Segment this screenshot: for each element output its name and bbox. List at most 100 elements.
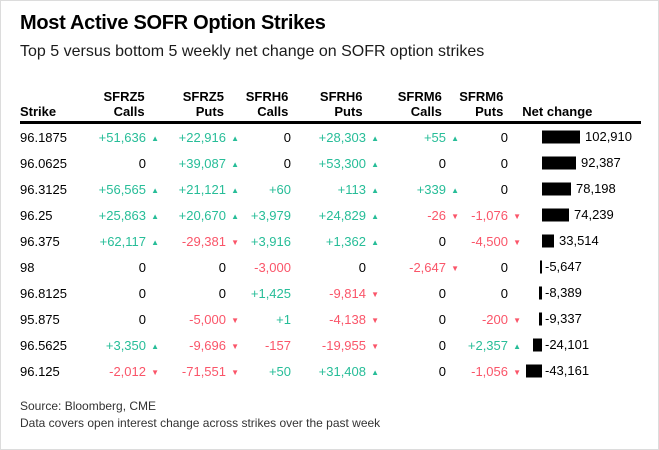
up-arrow-icon: ▲ [231, 159, 239, 169]
down-arrow-icon: ▼ [513, 211, 521, 221]
net-change-number: -19,955 [321, 337, 366, 353]
net-change-number: +31,408 [318, 363, 366, 379]
value-cell-sfrh6-calls: 0 [239, 156, 291, 171]
table-row: 96.3125 +56,565 ▲ +21,121 ▲ +60 +113 ▲ +339 ▲ 0 78,… [20, 176, 641, 202]
net-change-number: +22,916 [178, 129, 226, 145]
net-change-number: +2,357 [467, 337, 508, 353]
column-header-line2: Calls [410, 104, 442, 119]
net-change-number: -2,012 [109, 363, 146, 379]
net-change-number: 0 [438, 285, 446, 301]
up-arrow-icon: ▲ [371, 237, 379, 247]
net-change-number: 0 [438, 363, 446, 379]
down-arrow-icon: ▼ [151, 367, 159, 377]
net-change-number: +24,829 [318, 207, 366, 223]
net-change-cell: -8,389 [521, 280, 641, 306]
value-cell-sfrm6-calls: 0 [379, 286, 459, 301]
net-change-cell: 92,387 [521, 150, 641, 176]
net-change-number: 0 [500, 129, 508, 145]
value-cell-sfrz5-calls: +62,117 ▲ [80, 234, 159, 249]
column-header-line2: Puts [475, 104, 504, 119]
table-body: 96.1875 +51,636 ▲ +22,916 ▲ 0 +28,303 ▲ +55 ▲ 0 102… [20, 124, 641, 384]
net-change-bar [539, 312, 542, 326]
net-change-bar [542, 130, 580, 144]
table-row: 96.375 +62,117 ▲ -29,381 ▼ +3,916 +1,362 ▲ 0 -4,5… [20, 228, 641, 254]
column-header-line1: SFRH6 [319, 89, 363, 104]
value-cell-sfrh6-calls: +1 [239, 312, 291, 327]
value-cell-sfrh6-puts: 0 [291, 260, 379, 275]
net-change-number: +1 [276, 311, 291, 327]
value-cell-sfrh6-puts: +1,362 ▲ [291, 234, 379, 249]
column-header-sfrh6-calls: SFRH6 Calls [237, 89, 289, 119]
net-change-number: -71,551 [181, 363, 226, 379]
net-change-value: -5,647 [545, 259, 582, 274]
net-change-number: 0 [218, 259, 226, 275]
value-cell-sfrm6-puts: 0 [459, 156, 521, 171]
net-change-number: -3,000 [254, 259, 291, 275]
net-change-bar [542, 182, 571, 196]
net-change-number: +3,979 [250, 207, 291, 223]
net-change-number: -200 [481, 311, 508, 327]
value-cell-sfrz5-puts: +22,916 ▲ [159, 130, 239, 145]
net-change-value: -8,389 [545, 285, 582, 300]
value-cell-sfrz5-calls: 0 [80, 286, 159, 301]
strike-cell: 95.875 [20, 311, 60, 327]
value-cell-sfrz5-calls: 0 [80, 312, 159, 327]
value-cell-sfrm6-puts: -200 ▼ [459, 312, 521, 327]
column-header-sfrh6-puts: SFRH6 Puts [288, 89, 375, 119]
net-change-number: +113 [337, 181, 366, 197]
net-change-number: -1,056 [471, 363, 508, 379]
net-change-number: +53,300 [318, 155, 366, 171]
strike-cell: 96.375 [20, 233, 60, 249]
net-change-number: 0 [500, 285, 508, 301]
net-change-value: -24,101 [545, 337, 590, 352]
up-arrow-icon: ▲ [451, 185, 459, 195]
down-arrow-icon: ▼ [371, 289, 379, 299]
up-arrow-icon: ▲ [151, 237, 159, 247]
net-change-number: +21,121 [178, 181, 226, 197]
value-cell-sfrz5-puts: +39,087 ▲ [159, 156, 239, 171]
chart-title: Most Active SOFR Option Strikes [20, 12, 326, 34]
net-change-cell: 78,198 [521, 176, 641, 202]
net-change-number: 0 [438, 233, 446, 249]
net-change-number: -5,000 [189, 311, 226, 327]
net-change-number: +3,916 [250, 233, 291, 249]
strike-cell: 96.5625 [20, 337, 67, 353]
up-arrow-icon: ▲ [231, 185, 239, 195]
table-row: 96.25 +25,863 ▲ +20,670 ▲ +3,979 +24,829 ▲ -26 ▼ -… [20, 202, 641, 228]
net-change-number: +1,362 [325, 233, 366, 249]
strike-cell: 96.125 [20, 363, 60, 379]
value-cell-sfrh6-puts: +53,300 ▲ [291, 156, 379, 171]
column-header-sfrm6-calls: SFRM6 Calls [376, 89, 455, 119]
strike-cell: 98 [20, 259, 35, 275]
net-change-number: -1,076 [471, 207, 508, 223]
value-cell-sfrm6-puts: 0 [459, 130, 521, 145]
strike-cell: 96.25 [20, 207, 53, 223]
value-cell-sfrh6-puts: -9,814 ▼ [291, 286, 379, 301]
table-row: 96.8125 0 0 +1,425 -9,814 ▼ 0 0 -8,389 [20, 280, 641, 306]
net-change-value: 92,387 [581, 155, 621, 170]
value-cell-sfrh6-puts: +113 ▲ [291, 182, 379, 197]
net-change-number: 0 [138, 285, 146, 301]
net-change-value: 78,198 [576, 181, 616, 196]
value-cell-sfrz5-calls: +25,863 ▲ [80, 208, 159, 223]
column-header-line2: Calls [113, 104, 145, 119]
table-row: 95.875 0 -5,000 ▼ +1 -4,138 ▼ 0 -200 ▼ -9,337 [20, 306, 641, 332]
value-cell-sfrm6-puts: 0 [459, 286, 521, 301]
net-change-number: 0 [138, 155, 146, 171]
value-cell-sfrh6-calls: 0 [239, 130, 291, 145]
value-cell-sfrz5-puts: 0 [159, 260, 239, 275]
value-cell-sfrz5-calls: +3,350 ▲ [80, 338, 159, 353]
net-change-number: 0 [358, 259, 366, 275]
down-arrow-icon: ▼ [513, 367, 521, 377]
net-change-number: +50 [268, 363, 291, 379]
net-change-cell: 74,239 [521, 202, 641, 228]
value-cell-sfrh6-calls: -3,000 [239, 260, 291, 275]
value-cell-sfrz5-calls: 0 [80, 260, 159, 275]
net-change-cell: 102,910 [521, 124, 641, 150]
net-change-bar [542, 208, 569, 222]
value-cell-sfrm6-calls: 0 [379, 364, 459, 379]
value-cell-sfrz5-calls: +56,565 ▲ [80, 182, 159, 197]
net-change-number: 0 [500, 259, 508, 275]
net-change-number: +39,087 [178, 155, 226, 171]
